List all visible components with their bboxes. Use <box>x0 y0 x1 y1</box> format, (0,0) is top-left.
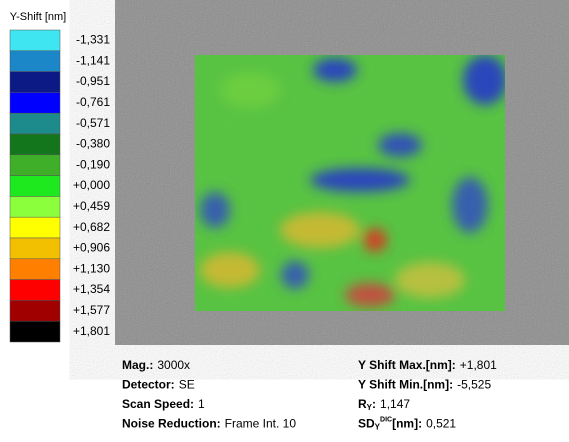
info-value: 1 <box>198 397 205 411</box>
legend-label: +1,354 <box>73 282 110 296</box>
info-line: Y Shift Min.[nm]: -5,525 <box>358 378 491 392</box>
info-line: Scan Speed: 1 <box>122 397 205 411</box>
info-key: R <box>358 397 367 411</box>
info-sup: DIC <box>380 416 392 423</box>
legend-swatch <box>9 154 61 176</box>
info-line: Noise Reduction: Frame Int. 10 <box>122 417 296 431</box>
info-line: SDYDIC[nm]: 0,521 <box>358 416 456 431</box>
legend-title: Y-Shift [nm] <box>10 11 66 23</box>
info-value: +1,801 <box>460 358 497 372</box>
info-value: SE <box>179 378 195 392</box>
info-line: RY: 1,147 <box>358 397 410 412</box>
info-suffix: : <box>372 397 376 411</box>
legend-label: -1,331 <box>76 33 110 47</box>
legend-swatch <box>9 320 61 343</box>
info-key: Noise Reduction: <box>122 417 221 431</box>
info-key: Mag.: <box>122 358 153 372</box>
info-suffix: [nm]: <box>392 417 422 431</box>
legend-swatch <box>9 112 61 135</box>
legend-swatch <box>9 237 61 260</box>
info-value: 1,147 <box>380 397 410 411</box>
legend-label: +1,577 <box>73 303 110 317</box>
info-key: Detector: <box>122 378 175 392</box>
legend-label: +0,682 <box>73 220 110 234</box>
legend-swatch <box>9 175 61 197</box>
legend-swatch <box>9 29 61 52</box>
legend: -1,331 -1,141 -0,951 -0,761 -0,571 -0,380 -0,1… <box>9 29 110 343</box>
legend-swatch <box>9 300 61 322</box>
legend-label: -0,380 <box>76 137 110 151</box>
legend-swatch <box>9 196 61 218</box>
info-key: Y Shift Max.[nm]: <box>358 358 456 372</box>
info-key: Scan Speed: <box>122 397 194 411</box>
legend-label: -0,571 <box>76 116 110 130</box>
info-value: Frame Int. 10 <box>225 417 297 431</box>
legend-label: -0,190 <box>76 157 110 171</box>
legend-label: +1,130 <box>73 261 110 275</box>
info-panel: Mag.: 3000x Detector: SE Scan Speed: 1 Noise R… <box>122 358 497 431</box>
legend-swatch <box>9 279 61 301</box>
legend-swatch <box>9 258 61 280</box>
legend-swatch <box>9 50 61 72</box>
legend-swatch <box>9 216 61 239</box>
legend-swatch <box>9 133 61 156</box>
info-value: -5,525 <box>457 378 491 392</box>
legend-label: -1,141 <box>76 53 110 67</box>
legend-label: +1,801 <box>73 324 110 338</box>
shift-overlay <box>195 55 505 311</box>
info-sub: Y <box>367 403 373 412</box>
legend-label: +0,000 <box>73 178 110 192</box>
info-sub: Y <box>375 423 381 432</box>
legend-label: +0,906 <box>73 241 110 255</box>
info-value: 0,521 <box>426 417 456 431</box>
legend-label: -0,951 <box>76 74 110 88</box>
info-line: Mag.: 3000x <box>122 358 190 372</box>
legend-label: +0,459 <box>73 199 110 213</box>
info-key: SD <box>358 417 375 431</box>
info-value: 3000x <box>157 358 190 372</box>
info-key: Y Shift Min.[nm]: <box>358 378 453 392</box>
info-line: Y Shift Max.[nm]: +1,801 <box>358 358 497 372</box>
legend-swatch <box>9 92 61 114</box>
info-line: Detector: SE <box>122 378 195 392</box>
legend-label: -0,761 <box>76 95 110 109</box>
legend-swatch <box>9 71 61 93</box>
